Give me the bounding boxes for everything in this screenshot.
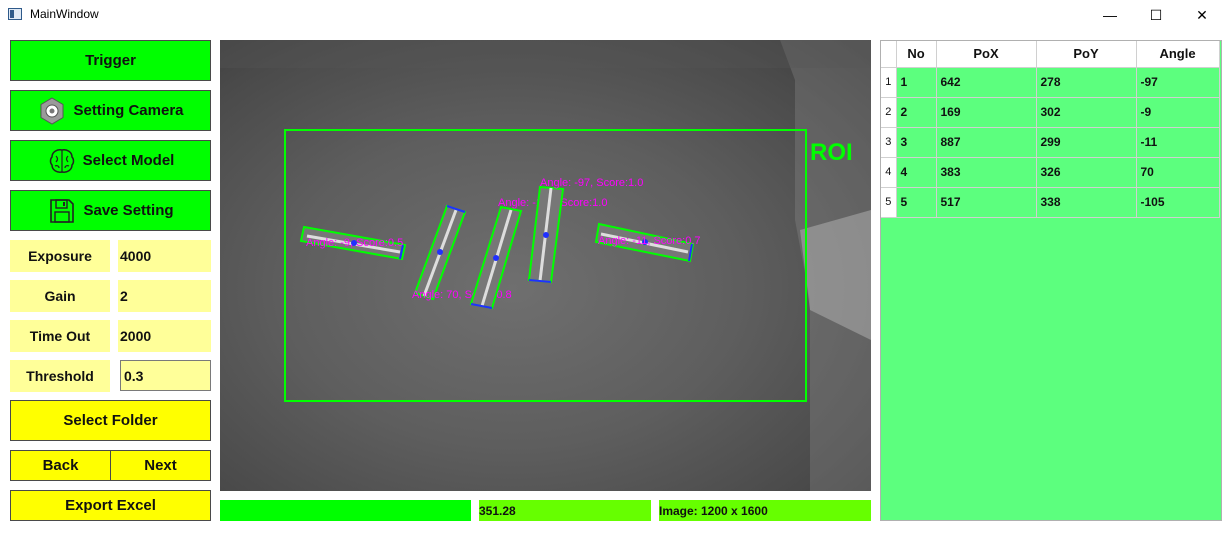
gain-value[interactable]: 2	[118, 280, 211, 312]
cell-poy[interactable]: 338	[1036, 187, 1137, 218]
exposure-label: Exposure	[10, 240, 110, 272]
table-row[interactable]: 3 3 887 299 -11	[881, 127, 1220, 158]
threshold-label: Threshold	[10, 360, 110, 392]
cell-poy[interactable]: 299	[1036, 127, 1137, 158]
floppy-disk-icon	[50, 198, 75, 223]
background-edge	[220, 40, 871, 68]
setting-camera-label: Setting Camera	[73, 102, 184, 119]
save-setting-button[interactable]: Save Setting	[10, 190, 211, 231]
window-title: MainWindow	[30, 7, 99, 21]
select-model-label: Select Model	[82, 152, 175, 169]
cell-pox[interactable]: 383	[936, 157, 1037, 188]
cell-pox[interactable]: 887	[936, 127, 1037, 158]
results-table[interactable]: No PoX PoY Angle 1 1 642 278 -97 2 2 169…	[880, 40, 1222, 521]
app-icon	[8, 8, 22, 20]
row-header[interactable]: 1	[881, 67, 897, 98]
detection-label: Angle: -9, Score:0.5	[306, 237, 403, 249]
cell-poy[interactable]: 326	[1036, 157, 1137, 188]
detected-part	[469, 205, 523, 310]
roi-label: ROI	[810, 139, 853, 166]
cell-no[interactable]: 1	[896, 67, 937, 98]
cell-pox[interactable]: 642	[936, 67, 1037, 98]
table-row[interactable]: 5 5 517 338 -105	[881, 187, 1220, 218]
detected-part	[594, 222, 695, 263]
save-setting-label: Save Setting	[83, 202, 174, 219]
cell-poy[interactable]: 278	[1036, 67, 1137, 98]
image-viewer[interactable]: ROI Angle: -9, Score:0.5 Angle: 70, Scor…	[220, 40, 871, 491]
timeout-value[interactable]: 2000	[118, 320, 211, 352]
image-size: Image: 1200 x 1600	[659, 500, 871, 521]
cell-no[interactable]: 4	[896, 157, 937, 188]
row-header[interactable]: 5	[881, 187, 897, 218]
gain-label: Gain	[10, 280, 110, 312]
select-model-button[interactable]: Select Model	[10, 140, 211, 181]
detected-part	[527, 185, 565, 284]
cell-angle[interactable]: -105	[1136, 187, 1220, 218]
process-time-value: 351.28	[479, 503, 516, 518]
roi-rectangle	[284, 129, 807, 402]
cell-poy[interactable]: 302	[1036, 97, 1137, 128]
cell-angle[interactable]: 70	[1136, 157, 1220, 188]
detected-part	[299, 225, 407, 261]
timeout-label: Time Out	[10, 320, 110, 352]
cell-angle[interactable]: -11	[1136, 127, 1220, 158]
setting-camera-button[interactable]: Setting Camera	[10, 90, 211, 131]
column-header-no[interactable]: No	[896, 41, 937, 68]
background-rail	[800, 210, 871, 340]
column-header-angle[interactable]: Angle	[1136, 41, 1220, 68]
exposure-value[interactable]: 4000	[118, 240, 211, 272]
detection-label: Angle: -11, Score:0.7	[598, 235, 701, 247]
brain-icon	[49, 148, 74, 173]
maximize-button[interactable]: ☐	[1149, 7, 1163, 23]
table-row[interactable]: 2 2 169 302 -9	[881, 97, 1220, 128]
row-header[interactable]: 4	[881, 157, 897, 188]
row-header[interactable]: 2	[881, 97, 897, 128]
threshold-input[interactable]: 0.3	[120, 360, 211, 391]
detection-label: Angle: -97, Score:1.0	[540, 177, 643, 189]
image-size-value: Image: 1200 x 1600	[659, 503, 768, 518]
export-excel-button[interactable]: Export Excel	[10, 490, 211, 521]
trigger-label: Trigger	[85, 52, 136, 69]
cell-no[interactable]: 3	[896, 127, 937, 158]
detected-part	[413, 204, 467, 301]
table-row[interactable]: 4 4 383 326 70	[881, 157, 1220, 188]
camera-image: ROI Angle: -9, Score:0.5 Angle: 70, Scor…	[220, 40, 871, 491]
column-header-pox[interactable]: PoX	[936, 41, 1037, 68]
title-bar: MainWindow — ☐ ✕	[0, 0, 1227, 30]
select-folder-button[interactable]: Select Folder	[10, 400, 211, 441]
column-header-poy[interactable]: PoY	[1036, 41, 1137, 68]
row-header[interactable]: 3	[881, 127, 897, 158]
cell-no[interactable]: 2	[896, 97, 937, 128]
cell-pox[interactable]: 169	[936, 97, 1037, 128]
corner-header[interactable]	[881, 41, 897, 68]
minimize-button[interactable]: —	[1103, 7, 1117, 23]
process-time: 351.28	[479, 500, 651, 521]
close-button[interactable]: ✕	[1196, 7, 1208, 23]
cell-pox[interactable]: 517	[936, 187, 1037, 218]
next-button[interactable]: Next	[110, 450, 211, 481]
cell-angle[interactable]: -9	[1136, 97, 1220, 128]
trigger-button[interactable]: Trigger	[10, 40, 211, 81]
table-header-row: No PoX PoY Angle	[881, 41, 1220, 68]
back-button[interactable]: Back	[10, 450, 111, 481]
table-row[interactable]: 1 1 642 278 -97	[881, 67, 1220, 98]
cell-angle[interactable]: -97	[1136, 67, 1220, 98]
cell-no[interactable]: 5	[896, 187, 937, 218]
progress-bar	[220, 500, 471, 521]
camera-icon	[40, 96, 64, 125]
